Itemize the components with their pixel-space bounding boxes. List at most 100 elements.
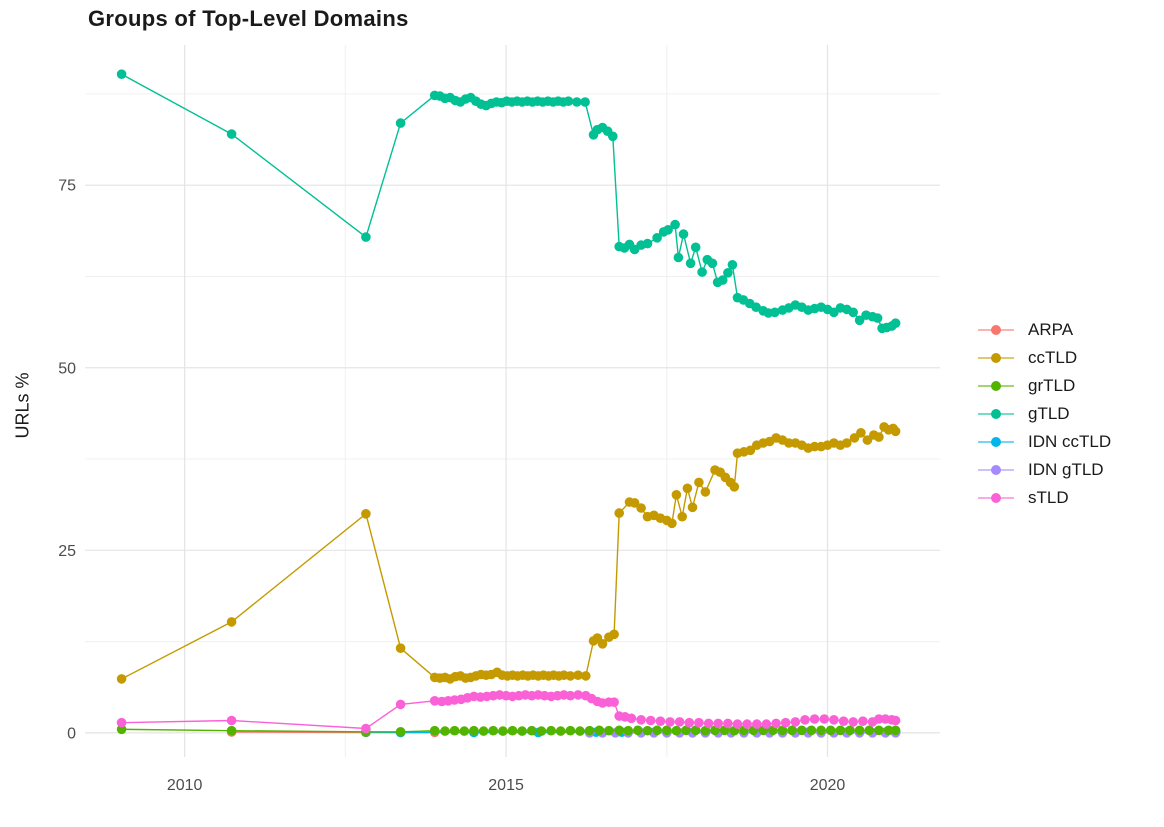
data-point-grtld xyxy=(469,725,479,736)
data-point-grtld xyxy=(854,725,865,736)
data-point-stld xyxy=(848,717,858,727)
legend-item-grtld: grTLD xyxy=(978,376,1111,395)
legend-item-label: grTLD xyxy=(1028,375,1076,395)
legend-item-label: ccTLD xyxy=(1028,347,1078,367)
data-point-stld xyxy=(829,715,839,725)
legend-item-stld: sTLD xyxy=(978,488,1111,507)
data-point-cctld xyxy=(849,433,860,443)
data-point-grtld xyxy=(864,725,875,736)
data-point-stld xyxy=(116,717,127,728)
data-point-gtld xyxy=(663,225,673,235)
data-point-stld xyxy=(732,719,743,729)
x-tick-label: 2015 xyxy=(488,777,524,794)
data-point-stld xyxy=(703,718,714,729)
data-point-grtld xyxy=(700,725,711,736)
data-point-stld xyxy=(609,697,619,707)
data-point-grtld xyxy=(690,725,701,736)
data-point-gtld xyxy=(642,238,653,249)
data-point-cctld xyxy=(671,490,682,500)
data-point-stld xyxy=(655,716,666,726)
data-point-gtld xyxy=(723,268,733,278)
legend-key-dot xyxy=(991,492,1001,503)
data-point-stld xyxy=(800,715,810,725)
legend-key-icon xyxy=(978,491,1014,505)
data-point-stld xyxy=(790,717,801,727)
data-point-grtld xyxy=(429,725,440,736)
data-point-stld xyxy=(890,715,901,726)
data-point-grtld xyxy=(623,725,633,736)
data-point-gtld xyxy=(652,233,662,243)
legend-item-label: IDN ccTLD xyxy=(1028,431,1112,451)
data-point-stld xyxy=(771,718,781,729)
data-point-grtld xyxy=(478,726,489,736)
data-point-gtld xyxy=(854,315,865,326)
data-point-gtld xyxy=(563,96,574,106)
data-point-cctld xyxy=(597,639,608,649)
data-point-cctld xyxy=(856,428,866,438)
y-tick-label: 25 xyxy=(58,543,76,560)
data-point-stld xyxy=(674,717,685,727)
data-point-grtld xyxy=(584,725,595,736)
data-point-stld xyxy=(361,723,371,734)
data-point-grtld xyxy=(825,725,836,736)
data-point-gtld xyxy=(697,267,707,277)
data-point-stld xyxy=(684,717,695,728)
data-point-gtld xyxy=(670,219,680,230)
data-point-cctld xyxy=(629,498,640,508)
legend-key-icon xyxy=(978,463,1014,477)
series-line-gtld xyxy=(121,73,897,330)
data-point-stld xyxy=(819,714,830,724)
data-point-gtld xyxy=(116,69,127,79)
legend-key-icon xyxy=(978,351,1014,365)
data-point-stld xyxy=(752,719,762,729)
data-point-stld xyxy=(226,715,237,726)
data-point-cctld xyxy=(361,509,371,519)
legend-key-icon xyxy=(978,407,1014,421)
data-point-cctld xyxy=(116,674,127,684)
data-point-grtld xyxy=(594,725,605,736)
legend-item-label: gTLD xyxy=(1028,403,1070,423)
legend-key-icon xyxy=(978,323,1014,337)
data-point-gtld xyxy=(572,97,582,107)
legend-key-dot xyxy=(991,436,1001,447)
legend-item-arpa: ARPA xyxy=(978,320,1111,339)
data-point-stld xyxy=(573,690,583,700)
data-point-cctld xyxy=(745,445,756,456)
data-point-grtld xyxy=(575,726,585,736)
data-point-stld xyxy=(723,718,733,729)
data-point-grtld xyxy=(633,725,643,736)
y-tick-label: 50 xyxy=(58,360,76,377)
data-point-cctld xyxy=(682,483,693,494)
legend-key-icon xyxy=(978,435,1014,449)
data-point-cctld xyxy=(890,426,901,437)
data-point-cctld xyxy=(729,482,740,492)
data-point-stld xyxy=(665,717,675,727)
legend-key-dot xyxy=(991,352,1001,363)
data-point-gtld xyxy=(361,232,371,242)
data-point-grtld xyxy=(604,725,614,736)
data-point-grtld xyxy=(498,726,508,736)
data-point-cctld xyxy=(609,629,619,640)
data-point-grtld xyxy=(777,725,788,736)
data-point-cctld xyxy=(667,518,677,529)
data-point-grtld xyxy=(527,725,537,736)
x-tick-label: 2020 xyxy=(810,777,846,794)
data-point-stld xyxy=(858,716,868,726)
data-point-stld xyxy=(395,699,406,710)
data-point-gtld xyxy=(226,129,237,139)
data-point-grtld xyxy=(671,725,682,736)
data-point-grtld xyxy=(816,725,826,736)
chart-title: Groups of Top-Level Domains xyxy=(88,6,409,31)
data-point-cctld xyxy=(862,435,873,445)
data-point-gtld xyxy=(727,260,738,270)
data-point-gtld xyxy=(872,313,883,323)
data-point-grtld xyxy=(797,725,807,736)
data-point-gtld xyxy=(608,131,618,142)
legend-item-idn-gtld: IDN gTLD xyxy=(978,460,1111,479)
data-point-gtld xyxy=(690,242,701,253)
legend-item-label: IDN gTLD xyxy=(1028,459,1104,479)
data-point-grtld xyxy=(116,724,127,735)
legend-key-dot xyxy=(991,324,1001,335)
data-point-gtld xyxy=(717,275,728,285)
data-point-grtld xyxy=(517,726,527,736)
